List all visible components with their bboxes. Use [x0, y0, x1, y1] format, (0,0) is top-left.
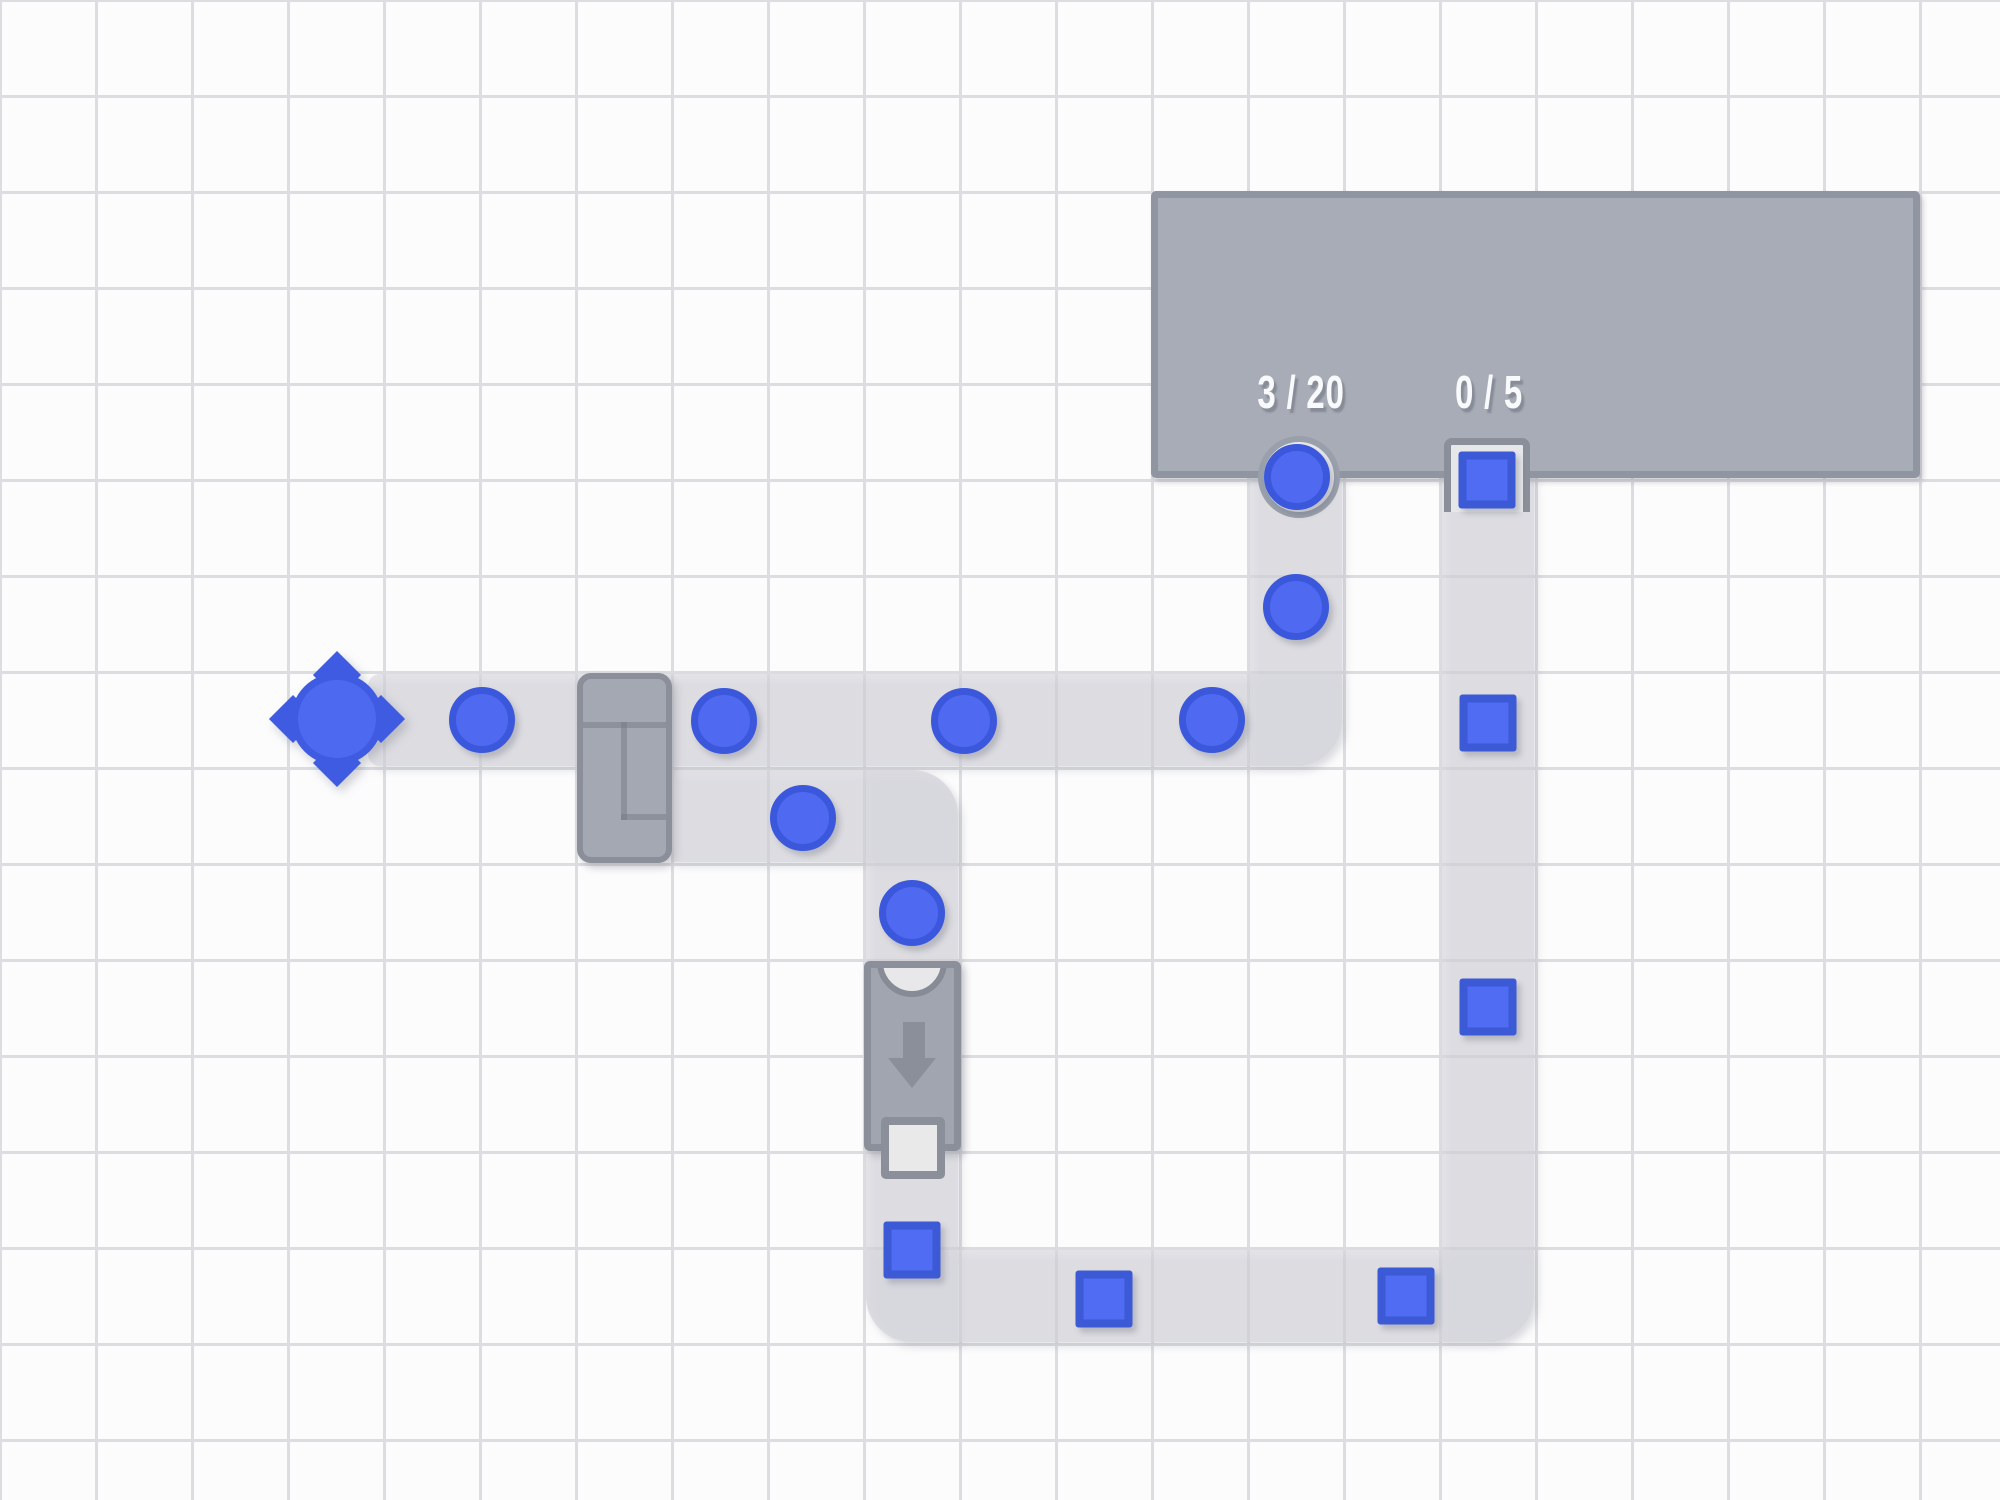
delivery-hub[interactable] [1151, 191, 1920, 478]
circle-item [1179, 687, 1245, 753]
square-item [1458, 451, 1516, 509]
conveyor-belt-segment[interactable] [1442, 474, 1534, 1342]
square-item [1459, 694, 1517, 752]
square-item [883, 1221, 941, 1279]
square-item [1377, 1267, 1435, 1325]
square-item [1075, 1270, 1133, 1328]
circle-item [931, 688, 997, 754]
down-arrow-icon [888, 1058, 936, 1088]
circle-item [1264, 444, 1330, 510]
tunnel-output-port [881, 1117, 945, 1179]
circle-item [879, 880, 945, 946]
splitter-machine[interactable] [577, 673, 672, 863]
node-core [291, 673, 383, 765]
circle-item [770, 785, 836, 851]
circle-item [449, 687, 515, 753]
down-arrow-icon [903, 1022, 925, 1060]
square-item [1459, 978, 1517, 1036]
hub-counter-circle-goal: 3 / 20 [1257, 366, 1345, 418]
splitter-divider-line [621, 814, 666, 820]
hub-counter-square-goal: 0 / 5 [1454, 366, 1524, 418]
splitter-divider-line [621, 722, 627, 820]
circle-item [1263, 574, 1329, 640]
circle-item [691, 688, 757, 754]
tunnel-body [871, 968, 954, 1144]
